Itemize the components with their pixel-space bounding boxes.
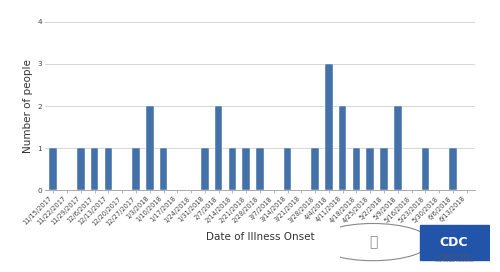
- Bar: [146, 106, 154, 190]
- Bar: [104, 148, 112, 190]
- X-axis label: Date of Illness Onset: Date of Illness Onset: [206, 232, 314, 242]
- Bar: [312, 148, 319, 190]
- Bar: [352, 148, 360, 190]
- Text: CENTERS FOR DISEASE
CONTROL AND PREVENTION: CENTERS FOR DISEASE CONTROL AND PREVENTI…: [435, 254, 473, 263]
- Bar: [201, 148, 208, 190]
- Y-axis label: Number of people: Number of people: [24, 59, 34, 153]
- Bar: [228, 148, 236, 190]
- Bar: [284, 148, 292, 190]
- Bar: [50, 148, 57, 190]
- Bar: [339, 106, 346, 190]
- Bar: [394, 106, 402, 190]
- Bar: [256, 148, 264, 190]
- FancyBboxPatch shape: [420, 225, 488, 260]
- Bar: [325, 64, 332, 190]
- Text: CDC: CDC: [440, 236, 468, 249]
- Bar: [77, 148, 84, 190]
- Bar: [366, 148, 374, 190]
- Bar: [422, 148, 429, 190]
- Bar: [132, 148, 140, 190]
- Bar: [91, 148, 98, 190]
- Bar: [242, 148, 250, 190]
- Bar: [215, 106, 222, 190]
- Bar: [380, 148, 388, 190]
- Text: 🦅: 🦅: [369, 235, 377, 249]
- Bar: [160, 148, 168, 190]
- Bar: [449, 148, 456, 190]
